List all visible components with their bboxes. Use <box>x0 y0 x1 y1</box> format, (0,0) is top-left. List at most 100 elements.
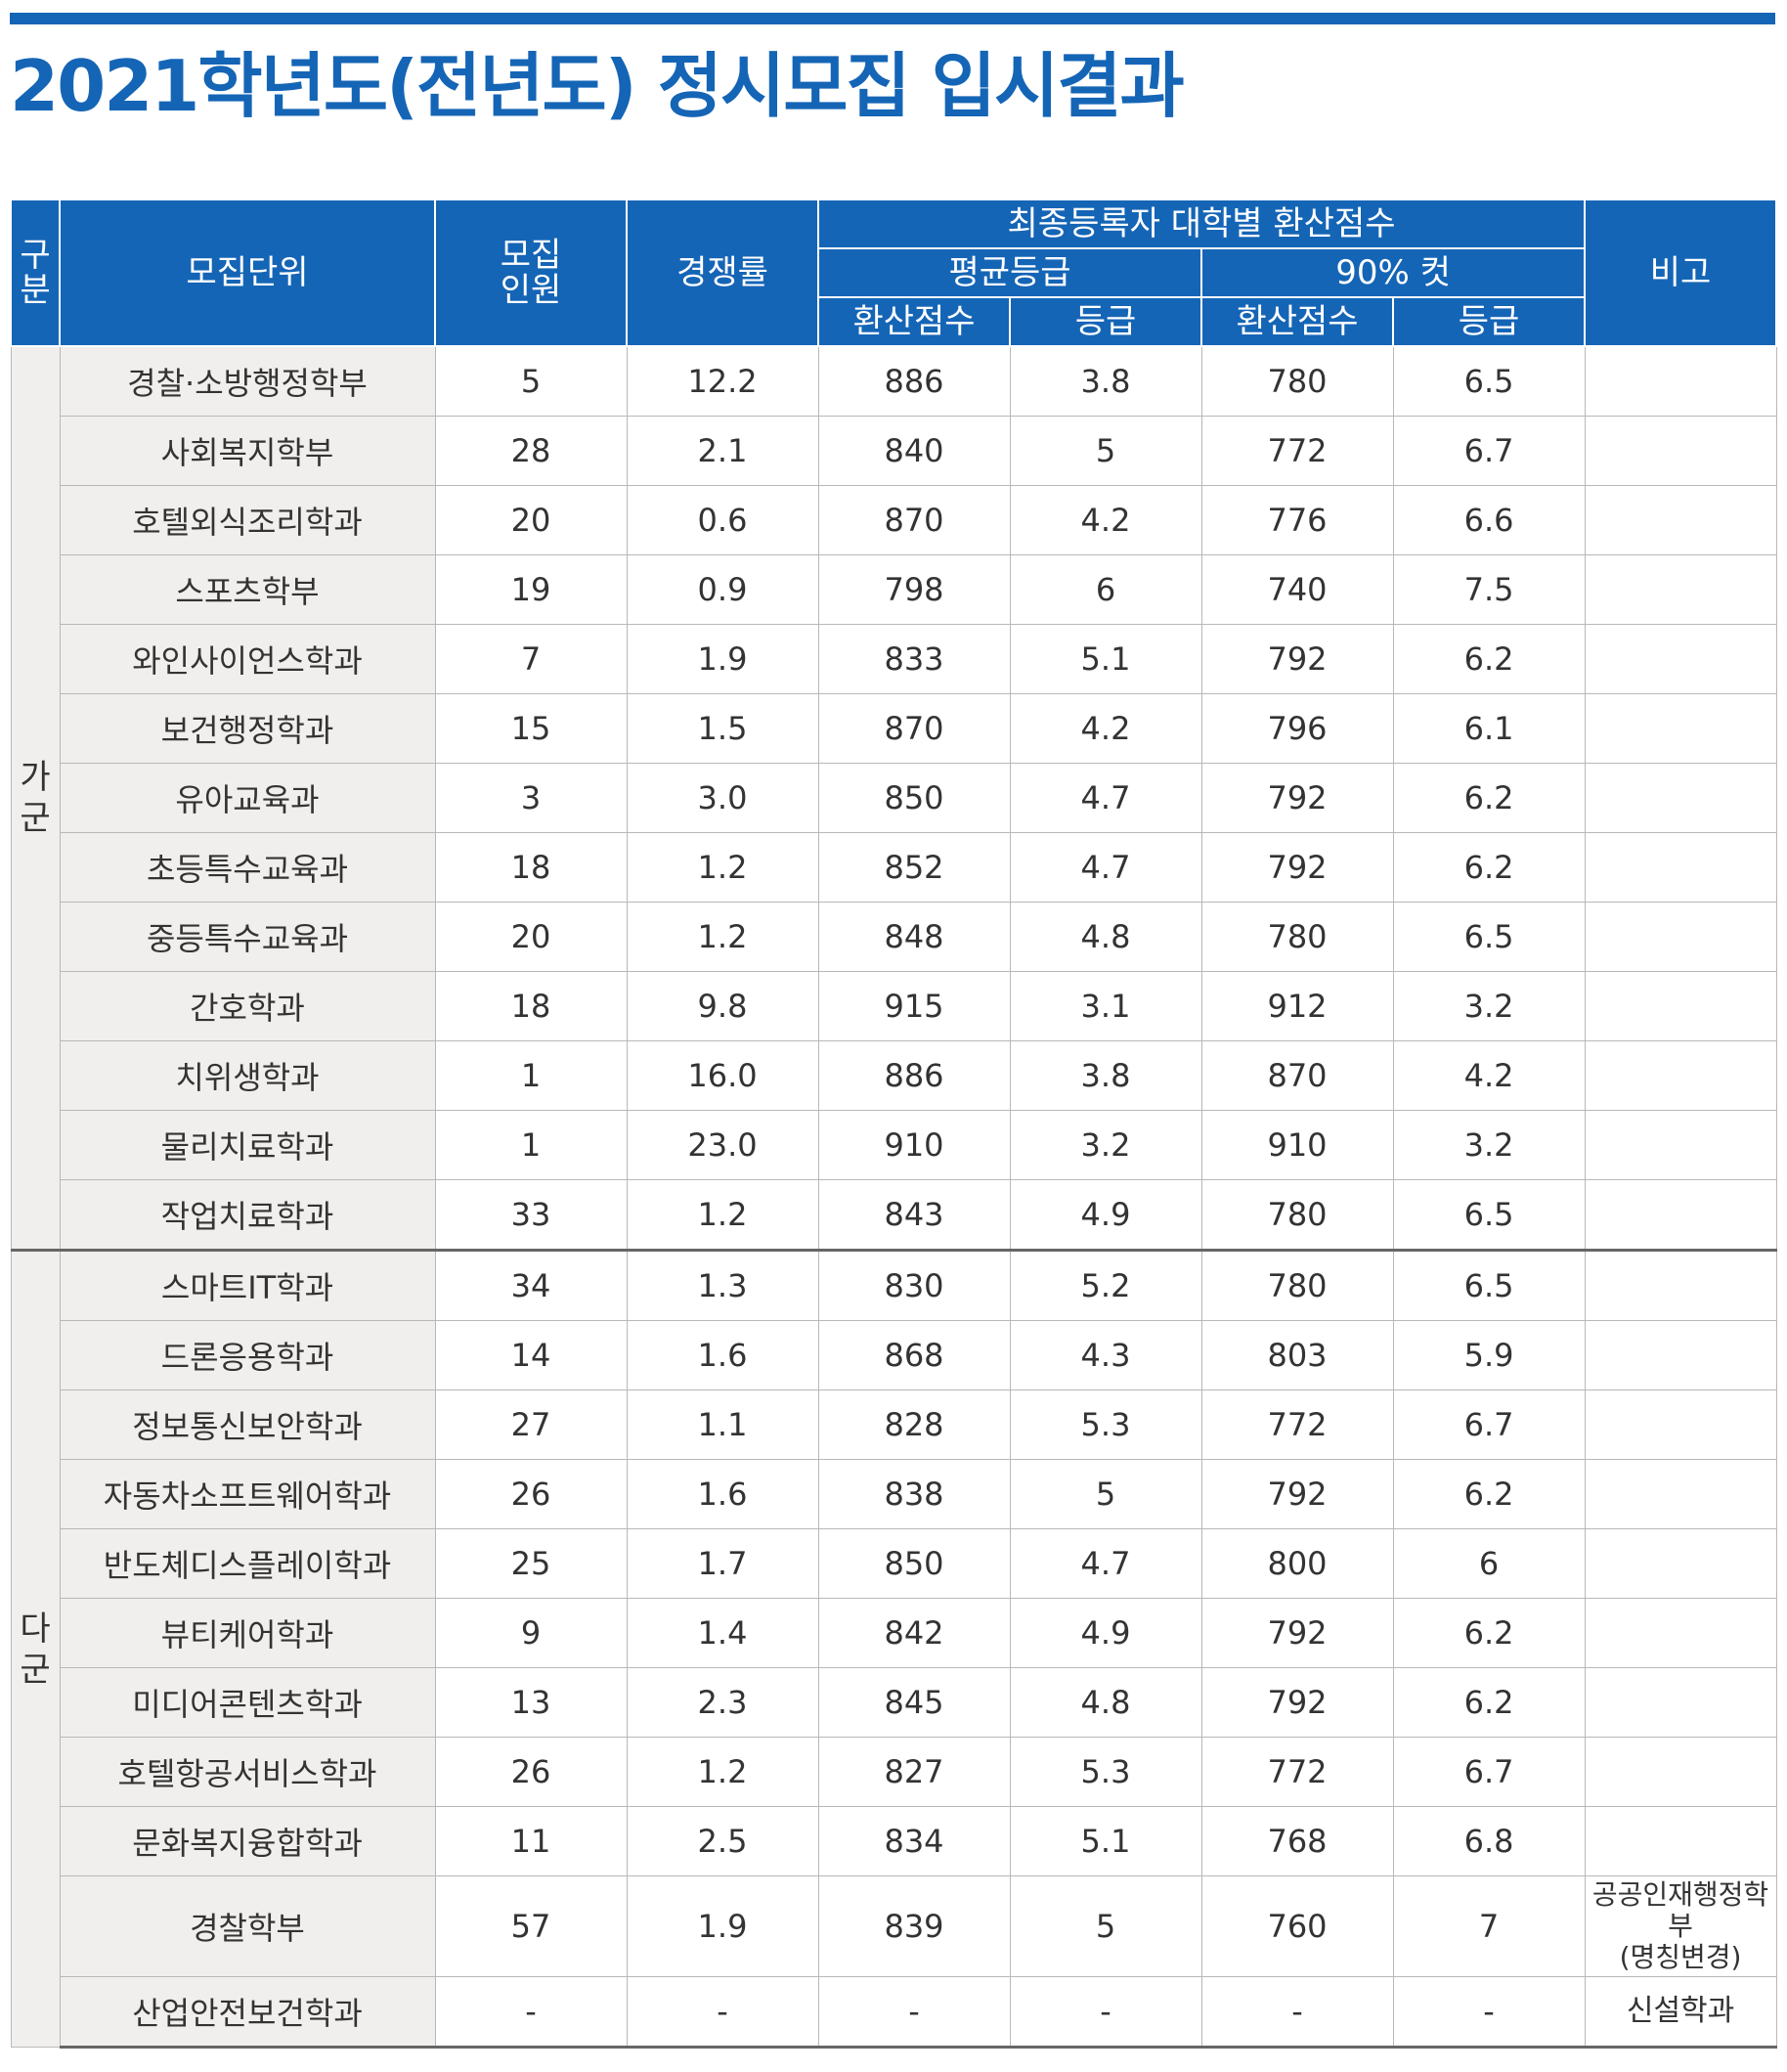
note-cell: 신설학과 <box>1584 1976 1777 2049</box>
group-label-char: 가 <box>20 758 51 797</box>
dept-cell: 초등특수교육과 <box>59 832 436 903</box>
header-cut-score: 환산점수 <box>1200 296 1394 347</box>
cut-score-cell: - <box>1200 1976 1394 2049</box>
table-row: 호텔항공서비스학과 26 1.2 827 5.3 772 6.7 <box>11 1737 1777 1807</box>
table-row: 드론응용학과 14 1.6 868 4.3 803 5.9 <box>11 1320 1777 1390</box>
competition-cell: 1.2 <box>626 832 819 903</box>
competition-cell: 23.0 <box>626 1110 819 1180</box>
dept-cell: 호텔외식조리학과 <box>59 485 436 555</box>
cut-score-cell: 910 <box>1200 1110 1394 1180</box>
note-cell <box>1584 1667 1777 1738</box>
table-row: 스포츠학부 19 0.9 798 6 740 7.5 <box>11 554 1777 625</box>
avg-grade-cell: 4.8 <box>1009 902 1202 972</box>
avg-score-cell: 850 <box>817 1528 1011 1599</box>
table-row: 호텔외식조리학과 20 0.6 870 4.2 776 6.6 <box>11 485 1777 555</box>
cut-score-cell: 796 <box>1200 693 1394 764</box>
table-row: 뷰티케어학과 9 1.4 842 4.9 792 6.2 <box>11 1598 1777 1668</box>
quota-cell: 18 <box>434 971 628 1041</box>
cut-score-cell: 792 <box>1200 832 1394 903</box>
header-quota: 모집 인원 <box>434 198 628 347</box>
dept-cell: 경찰학부 <box>59 1875 436 1977</box>
avg-grade-cell: - <box>1009 1976 1202 2049</box>
avg-score-cell: 848 <box>817 902 1011 972</box>
competition-cell: 1.5 <box>626 693 819 764</box>
cut-grade-cell: 6.7 <box>1392 416 1586 486</box>
dept-cell: 보건행정학과 <box>59 693 436 764</box>
quota-cell: 7 <box>434 624 628 694</box>
cut-score-cell: 740 <box>1200 554 1394 625</box>
avg-score-cell: 868 <box>817 1320 1011 1390</box>
competition-cell: 1.1 <box>626 1389 819 1460</box>
avg-grade-cell: 4.2 <box>1009 485 1202 555</box>
avg-grade-cell: 4.9 <box>1009 1598 1202 1668</box>
note-line: (명칭변경) <box>1619 1941 1742 1973</box>
dept-cell: 미디어콘텐츠학과 <box>59 1667 436 1738</box>
note-cell <box>1584 971 1777 1041</box>
dept-cell: 스마트IT학과 <box>59 1249 436 1321</box>
cut-score-cell: 803 <box>1200 1320 1394 1390</box>
cut-score-cell: 780 <box>1200 902 1394 972</box>
title-top-rule <box>10 13 1775 24</box>
avg-score-cell: 838 <box>817 1459 1011 1529</box>
dept-cell: 중등특수교육과 <box>59 902 436 972</box>
table-row: 사회복지학부 28 2.1 840 5 772 6.7 <box>11 416 1777 486</box>
avg-score-cell: 842 <box>817 1598 1011 1668</box>
avg-score-cell: 834 <box>817 1806 1011 1876</box>
avg-score-cell: 827 <box>817 1737 1011 1807</box>
avg-grade-cell: 5.2 <box>1009 1249 1202 1321</box>
cut-score-cell: 912 <box>1200 971 1394 1041</box>
header-unit: 모집단위 <box>59 198 436 347</box>
cut-score-cell: 870 <box>1200 1040 1394 1111</box>
cut-grade-cell: 6.5 <box>1392 345 1586 417</box>
cut-grade-cell: 7.5 <box>1392 554 1586 625</box>
header-avg-score: 환산점수 <box>817 296 1011 347</box>
cut-grade-cell: 6.2 <box>1392 1459 1586 1529</box>
cut-score-cell: 792 <box>1200 1667 1394 1738</box>
quota-cell: 57 <box>434 1875 628 1977</box>
quota-cell: 28 <box>434 416 628 486</box>
competition-cell: 1.9 <box>626 1875 819 1977</box>
table-row: 반도체디스플레이학과 25 1.7 850 4.7 800 6 <box>11 1528 1777 1599</box>
header-avg-grade: 평균등급 <box>817 247 1202 298</box>
quota-cell: 25 <box>434 1528 628 1599</box>
quota-cell: 18 <box>434 832 628 903</box>
note-cell <box>1584 416 1777 486</box>
cut-score-cell: 772 <box>1200 1737 1394 1807</box>
avg-grade-cell: 5.3 <box>1009 1389 1202 1460</box>
table-row: 유아교육과 3 3.0 850 4.7 792 6.2 <box>11 763 1777 833</box>
competition-cell: 12.2 <box>626 345 819 417</box>
avg-score-cell: 833 <box>817 624 1011 694</box>
header-cut90: 90% 컷 <box>1199 247 1587 298</box>
competition-cell: 1.4 <box>626 1598 819 1668</box>
avg-grade-cell: 6 <box>1009 554 1202 625</box>
avg-score-cell: 886 <box>817 1040 1011 1111</box>
avg-score-cell: 828 <box>817 1389 1011 1460</box>
dept-cell: 물리치료학과 <box>59 1110 436 1180</box>
avg-grade-cell: 5 <box>1009 1875 1202 1977</box>
note-cell <box>1584 345 1777 417</box>
dept-cell: 간호학과 <box>59 971 436 1041</box>
header-final-score: 최종등록자 대학별 환산점수 <box>816 198 1587 249</box>
admission-results-table: 구 분 모집단위 모집 인원 경쟁률 최종등록자 대학별 환산점수 비고 평균등… <box>10 198 1778 2049</box>
note-cell <box>1584 485 1777 555</box>
cut-grade-cell: 6.7 <box>1392 1389 1586 1460</box>
quota-cell: - <box>434 1976 628 2049</box>
avg-score-cell: 843 <box>817 1179 1011 1251</box>
table-row: 경찰학부 57 1.9 839 5 760 7 공공인재행정학부 (명칭변경) <box>11 1875 1777 1977</box>
quota-cell: 26 <box>434 1459 628 1529</box>
dept-cell: 자동차소프트웨어학과 <box>59 1459 436 1529</box>
competition-cell: 1.6 <box>626 1459 819 1529</box>
dept-cell: 사회복지학부 <box>59 416 436 486</box>
cut-grade-cell: 6.8 <box>1392 1806 1586 1876</box>
cut-score-cell: 800 <box>1200 1528 1394 1599</box>
competition-cell: 0.9 <box>626 554 819 625</box>
cut-score-cell: 776 <box>1200 485 1394 555</box>
cut-score-cell: 772 <box>1200 416 1394 486</box>
avg-grade-cell: 4.9 <box>1009 1179 1202 1251</box>
competition-cell: 2.3 <box>626 1667 819 1738</box>
note-cell <box>1584 1528 1777 1599</box>
note-line: 공공인재행정학부 <box>1591 1878 1769 1942</box>
dept-cell: 뷰티케어학과 <box>59 1598 436 1668</box>
competition-cell: 1.3 <box>626 1249 819 1321</box>
